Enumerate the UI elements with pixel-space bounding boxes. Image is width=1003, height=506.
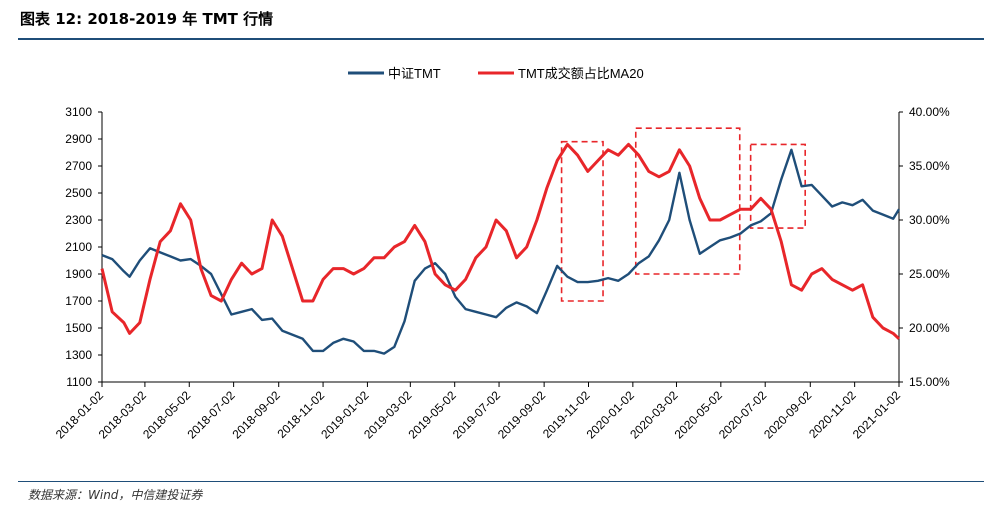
y-left-tick-label: 2900 bbox=[65, 132, 92, 146]
y-left-tick-label: 2700 bbox=[65, 159, 92, 173]
series-line-tmt-index bbox=[101, 148, 901, 355]
dashed-highlight-box bbox=[560, 140, 604, 302]
y-left-tick-label: 1300 bbox=[65, 348, 92, 362]
y-right-tick-label: 35.00% bbox=[909, 159, 950, 173]
y-right-tick-label: 40.00% bbox=[909, 105, 950, 119]
legend-label: 中证TMT bbox=[388, 66, 441, 81]
y-right-tick-label: 15.00% bbox=[909, 375, 950, 389]
y-left-tick-label: 1500 bbox=[65, 321, 92, 335]
y-left-tick-label: 1100 bbox=[66, 375, 92, 389]
legend: 中证TMT TMT成交额占比MA20 bbox=[348, 66, 644, 81]
series-lines bbox=[100, 142, 901, 355]
x-tick-label: 2018-07-02 bbox=[184, 388, 238, 442]
y-right-tick-label: 25.00% bbox=[909, 267, 950, 281]
x-tick-label: 2019-09-02 bbox=[495, 388, 549, 442]
y-left-tick-label: 2100 bbox=[65, 240, 92, 254]
y-left-tick-label: 1900 bbox=[65, 267, 92, 281]
y-left-tick-label: 3100 bbox=[65, 105, 92, 119]
footer-divider bbox=[18, 481, 984, 482]
y-left-tick-label: 2300 bbox=[65, 213, 92, 227]
x-tick-label: 2021-01-02 bbox=[850, 388, 904, 442]
line-chart: 中证TMT TMT成交额占比MA20 1100 1300 1500 1700 1900 21… bbox=[53, 66, 950, 442]
legend-label: TMT成交额占比MA20 bbox=[518, 66, 644, 81]
data-source: 数据来源：Wind，中信建投证券 bbox=[28, 488, 203, 502]
y-right-tick-label: 30.00% bbox=[909, 213, 950, 227]
series-line-turnover-ratio bbox=[100, 142, 901, 340]
x-tick-label: 2018-09-02 bbox=[230, 388, 284, 442]
y-right-tick-label: 20.00% bbox=[909, 321, 950, 335]
title-divider bbox=[18, 38, 984, 40]
y-left-tick-label: 2500 bbox=[65, 186, 92, 200]
dashed-highlight-box bbox=[634, 127, 741, 275]
y-left-tick-label: 1700 bbox=[65, 294, 92, 308]
chart-title: 图表 12: 2018-2019 年 TMT 行情 bbox=[20, 10, 274, 28]
x-tick-label: 2020-07-02 bbox=[716, 388, 770, 442]
x-tick-label: 2019-07-02 bbox=[450, 388, 504, 442]
x-tick-label: 2020-09-02 bbox=[761, 388, 815, 442]
